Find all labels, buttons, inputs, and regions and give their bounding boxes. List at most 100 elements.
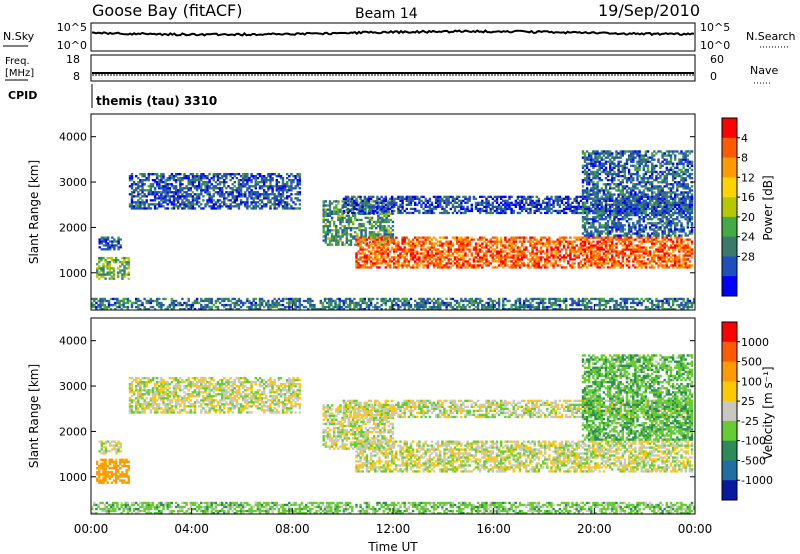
data-cell bbox=[483, 205, 486, 209]
data-cell bbox=[630, 234, 633, 237]
data-cell bbox=[151, 185, 155, 188]
data-cell bbox=[585, 234, 589, 237]
data-cell bbox=[594, 152, 597, 155]
data-cell bbox=[258, 187, 262, 190]
data-cell bbox=[127, 259, 130, 262]
data-cell bbox=[290, 179, 293, 182]
data-cell bbox=[160, 179, 163, 182]
data-cell bbox=[283, 197, 287, 200]
data-cell bbox=[239, 175, 243, 178]
data-cell bbox=[632, 199, 635, 203]
data-cell bbox=[539, 250, 543, 253]
data-cell bbox=[158, 197, 161, 200]
data-cell bbox=[500, 248, 503, 251]
data-cell bbox=[594, 191, 597, 194]
data-cell bbox=[514, 254, 517, 257]
data-cell bbox=[571, 258, 574, 261]
data-cell bbox=[646, 150, 650, 153]
data-cell bbox=[121, 277, 124, 280]
data-cell bbox=[114, 261, 118, 264]
data-cell bbox=[548, 201, 551, 205]
data-cell bbox=[355, 262, 358, 265]
data-cell bbox=[627, 195, 631, 198]
data-cell bbox=[544, 236, 547, 239]
data-cell bbox=[407, 264, 411, 267]
data-cell bbox=[562, 256, 566, 259]
data-cell bbox=[227, 195, 230, 198]
data-cell bbox=[671, 258, 675, 261]
data-cell bbox=[638, 168, 641, 172]
data-cell bbox=[592, 199, 595, 202]
data-cell bbox=[449, 195, 452, 199]
data-cell bbox=[516, 211, 520, 215]
data-cell bbox=[364, 216, 367, 220]
data-cell bbox=[644, 209, 648, 213]
data-cell bbox=[483, 254, 486, 257]
data-cell bbox=[395, 262, 398, 265]
data-cell bbox=[504, 258, 507, 261]
data-cell bbox=[592, 234, 595, 237]
data-cell bbox=[137, 195, 140, 198]
data-cell bbox=[345, 239, 348, 242]
data-cell bbox=[380, 199, 383, 203]
data-cell bbox=[362, 241, 365, 244]
data-cell bbox=[96, 267, 99, 270]
data-cell bbox=[676, 258, 679, 261]
data-cell bbox=[143, 205, 146, 208]
data-cell bbox=[223, 179, 226, 182]
data-cell bbox=[248, 191, 251, 194]
data-cell bbox=[432, 266, 436, 269]
data-cell bbox=[372, 211, 375, 215]
data-cell bbox=[583, 154, 587, 157]
data-cell bbox=[324, 225, 327, 228]
data-cell bbox=[592, 187, 595, 190]
data-cell bbox=[386, 242, 390, 245]
data-cell bbox=[640, 205, 643, 209]
data-cell bbox=[634, 228, 637, 231]
data-cell bbox=[606, 170, 610, 174]
data-cell bbox=[686, 209, 689, 213]
data-cell bbox=[376, 254, 379, 257]
data-cell bbox=[231, 201, 234, 204]
data-cell bbox=[588, 209, 591, 213]
data-cell bbox=[271, 177, 274, 180]
data-cell bbox=[472, 195, 476, 199]
data-cell bbox=[529, 244, 532, 247]
data-cell bbox=[581, 195, 585, 198]
data-cell bbox=[430, 256, 434, 259]
data-cell bbox=[611, 199, 614, 203]
data-cell bbox=[648, 160, 652, 163]
data-cell bbox=[390, 256, 394, 259]
data-cell bbox=[642, 193, 645, 196]
data-cell bbox=[596, 232, 599, 235]
data-cell bbox=[508, 203, 511, 207]
data-cell bbox=[600, 264, 603, 267]
data-cell bbox=[669, 246, 673, 249]
data-cell bbox=[349, 200, 353, 203]
data-cell bbox=[349, 233, 353, 236]
data-cell bbox=[609, 191, 612, 194]
data-cell bbox=[653, 207, 656, 211]
data-cell bbox=[341, 206, 344, 209]
data-cell bbox=[361, 207, 364, 211]
data-cell bbox=[443, 256, 446, 259]
data-cell bbox=[556, 248, 559, 251]
data-cell bbox=[263, 185, 266, 188]
data-cell bbox=[369, 207, 373, 211]
data-cell bbox=[579, 238, 583, 241]
data-cell bbox=[625, 236, 629, 239]
data-cell bbox=[139, 193, 142, 196]
data-cell bbox=[458, 262, 461, 265]
data-cell bbox=[638, 254, 641, 257]
data-cell bbox=[172, 203, 176, 206]
data-cell bbox=[328, 231, 332, 234]
data-cell bbox=[337, 233, 340, 236]
data-cell bbox=[655, 250, 658, 253]
data-cell bbox=[432, 264, 436, 267]
data-cell bbox=[619, 156, 622, 159]
data-cell bbox=[642, 250, 645, 253]
data-cell bbox=[401, 205, 404, 209]
data-cell bbox=[174, 193, 178, 196]
data-cell bbox=[351, 206, 355, 209]
data-cell bbox=[535, 242, 538, 245]
